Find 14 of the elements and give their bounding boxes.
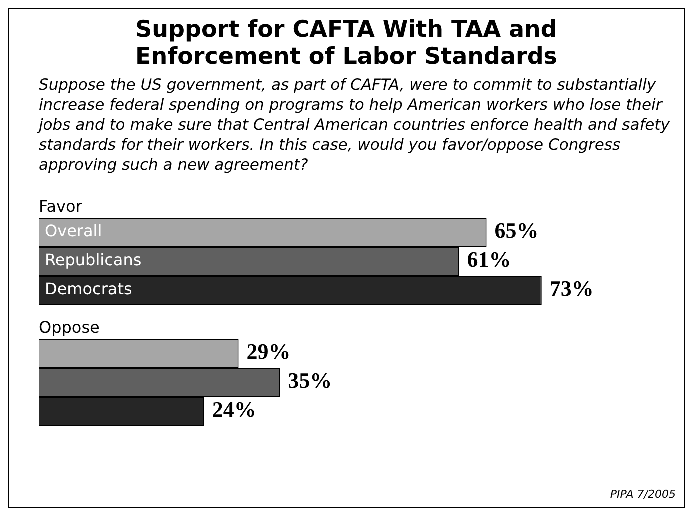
y-tick-label: Oppose [39, 318, 100, 338]
data-label: 29% [246, 339, 291, 364]
series-label: Democrats [45, 280, 132, 299]
y-tick-label: Favor [39, 197, 83, 216]
data-label: 24% [212, 397, 256, 422]
series-label: Overall [45, 222, 102, 241]
series-label: Republicans [45, 250, 142, 270]
chart-title: Support for CAFTA With TAA and Enforcement of Labor Standards [134, 16, 558, 71]
data-label: 61% [467, 247, 512, 272]
text: PIPA 7/2005 [610, 488, 676, 501]
chart-subtitle: Suppose the US government, as part of CAFTA, were to commit to substantially increase federal spending on programs to help American workers who lose their jobs and to make sure that Central American countries enforce health and safety standards for their workers. In this case, would you favor/oppose Congress approving such a new agreement? [36, 75, 671, 175]
data-label: 73% [550, 276, 594, 302]
data-label: 65% [494, 218, 539, 244]
data-label: 35% [288, 368, 332, 394]
